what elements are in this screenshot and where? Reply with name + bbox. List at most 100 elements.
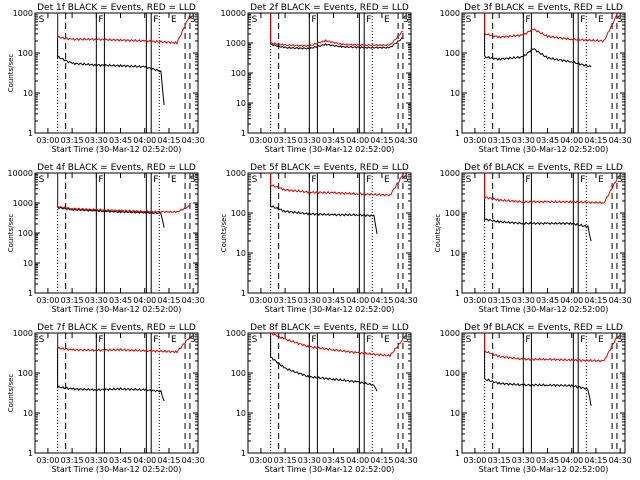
- marker-label: S: [190, 335, 196, 345]
- x-tick-label: 04:15: [370, 456, 393, 465]
- x-tick-label: 03:30: [512, 456, 535, 465]
- x-tick-label: 04:15: [157, 456, 180, 465]
- x-tick-label: 04:00: [346, 296, 369, 305]
- marker-label: S: [39, 15, 45, 25]
- y-tick-label: 10: [450, 409, 460, 418]
- y-tick-label: 10: [23, 409, 33, 418]
- panel-3: Det 3f BLACK = Events, RED = LLD 1 10 100 10…: [440, 3, 632, 154]
- x-tick-label: 03:30: [298, 296, 321, 305]
- series-events: [484, 13, 592, 68]
- x-tick-label: 03:00: [249, 456, 272, 465]
- marker-label: S: [466, 15, 472, 25]
- panel-title: Det 4f BLACK = Events, RED = LLD: [37, 163, 196, 173]
- y-tick-label: 1: [455, 449, 460, 458]
- panel-title: Det 8f BLACK = Events, RED = LLD: [250, 323, 409, 333]
- marker-label: E: [171, 335, 177, 345]
- series-lld: [270, 332, 404, 358]
- x-tick-label: 04:00: [560, 136, 583, 145]
- plot-frame: [34, 172, 199, 294]
- marker-label: S: [403, 15, 409, 25]
- y-tick-label: 1000: [440, 169, 460, 178]
- x-tick-label: 03:15: [488, 456, 511, 465]
- plot-frame: [461, 172, 626, 294]
- y-axis-label: Counts/sec: [434, 214, 442, 253]
- x-tick-label: 03:00: [36, 296, 59, 305]
- plot-frame: [461, 332, 626, 454]
- x-tick-label: 03:30: [298, 136, 321, 145]
- x-tick-label: 04:00: [346, 456, 369, 465]
- x-tick-label: 03:00: [36, 136, 59, 145]
- marker-label: F: [98, 175, 103, 185]
- y-tick-label: 10: [450, 89, 460, 98]
- series-events: [484, 333, 592, 407]
- x-axis-label: Start Time (30-Mar-12 02:52:00): [479, 305, 609, 314]
- series-lld: [57, 13, 191, 45]
- y-tick-label: 100: [445, 369, 460, 378]
- x-tick-label: 03:45: [109, 456, 132, 465]
- y-tick-label: 1: [241, 289, 246, 298]
- panel-2: Det 2f BLACK = Events, RED = LLD 1 10 100 10…: [221, 3, 418, 154]
- series-events: [270, 173, 378, 234]
- x-tick-label: 04:15: [584, 136, 607, 145]
- plot-frame: [461, 12, 626, 134]
- x-tick-label: 04:30: [182, 456, 205, 465]
- x-tick-label: 04:00: [133, 136, 156, 145]
- y-tick-label: 1: [241, 129, 246, 138]
- y-tick-label: 10000: [221, 9, 246, 18]
- series-events: [270, 13, 404, 51]
- y-tick-label: 1: [28, 449, 33, 458]
- y-tick-label: 1: [28, 129, 33, 138]
- x-tick-label: 04:00: [560, 296, 583, 305]
- marker-label: S: [39, 335, 45, 345]
- y-tick-label: 1000: [226, 329, 246, 338]
- x-tick-label: 03:15: [274, 136, 297, 145]
- series-lld: [270, 173, 404, 197]
- marker-label: S: [190, 175, 196, 185]
- y-tick-label: 100: [231, 69, 246, 78]
- x-axis-label: Start Time (30-Mar-12 02:52:00): [479, 145, 609, 154]
- x-tick-label: 03:45: [109, 296, 132, 305]
- marker-label: E: [384, 15, 390, 25]
- y-tick-label: 10000: [8, 169, 33, 178]
- series-lld: [484, 333, 618, 363]
- marker-label: S: [466, 335, 472, 345]
- x-tick-label: 03:00: [249, 136, 272, 145]
- x-tick-label: 03:30: [298, 456, 321, 465]
- plot-frame: [247, 172, 412, 294]
- x-tick-label: 03:30: [85, 296, 108, 305]
- plot-frame: [247, 12, 412, 134]
- x-tick-label: 03:00: [463, 456, 486, 465]
- panel-title: Det 3f BLACK = Events, RED = LLD: [464, 3, 623, 13]
- marker-label: S: [190, 15, 196, 25]
- marker-label: F: [153, 335, 158, 345]
- y-tick-label: 100: [18, 369, 33, 378]
- marker-label: F: [525, 335, 530, 345]
- x-tick-label: 03:00: [463, 136, 486, 145]
- marker-label: F: [366, 335, 371, 345]
- x-axis-label: Start Time (30-Mar-12 02:52:00): [265, 145, 395, 154]
- y-tick-label: 1000: [440, 9, 460, 18]
- x-tick-label: 03:15: [488, 296, 511, 305]
- y-tick-label: 1: [241, 449, 246, 458]
- x-tick-label: 04:00: [133, 456, 156, 465]
- series-lld: [57, 333, 191, 354]
- x-tick-label: 03:00: [36, 456, 59, 465]
- marker-label: S: [403, 335, 409, 345]
- x-tick-label: 03:00: [249, 296, 272, 305]
- x-tick-label: 03:30: [512, 296, 535, 305]
- marker-label: F: [311, 335, 316, 345]
- marker-label: S: [403, 175, 409, 185]
- marker-label: E: [384, 175, 390, 185]
- panel-title: Det 5f BLACK = Events, RED = LLD: [250, 163, 409, 173]
- x-tick-label: 03:45: [109, 136, 132, 145]
- x-tick-label: 03:45: [322, 296, 345, 305]
- marker-label: E: [171, 175, 177, 185]
- marker-label: E: [598, 335, 604, 345]
- panel-1: Det 1f BLACK = Events, RED = LLD 1 10 100 10…: [7, 3, 205, 154]
- y-tick-label: 1000: [13, 329, 33, 338]
- x-axis-label: Start Time (30-Mar-12 02:52:00): [265, 305, 395, 314]
- x-tick-label: 04:30: [609, 456, 632, 465]
- marker-label: E: [598, 175, 604, 185]
- series-events: [57, 173, 165, 228]
